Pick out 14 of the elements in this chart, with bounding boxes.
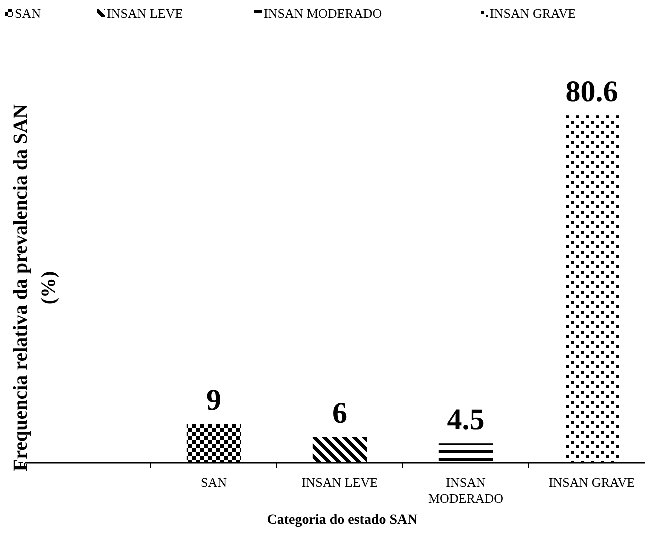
data-label: 80.6 xyxy=(566,76,618,109)
legend-label: INSAN LEVE xyxy=(107,6,184,21)
legend-label: SAN xyxy=(15,6,42,21)
data-label: 9 xyxy=(206,384,222,418)
x-tick-label: INSAN LEVE xyxy=(302,475,378,490)
x-tick-label: SAN xyxy=(200,475,228,490)
legend-label: INSAN GRAVE xyxy=(490,6,576,21)
x-tick-label: INSAN MODERADO xyxy=(428,475,504,506)
legend-label: INSAN MODERADO xyxy=(264,6,382,21)
x-tick-label: INSAN GRAVE xyxy=(548,475,636,490)
data-label: 6 xyxy=(332,397,348,430)
data-label: 4.5 xyxy=(447,404,485,437)
y-axis-title: Frequencia relativa da prevalencia da SAN (%) xyxy=(10,104,60,472)
x-axis-title: Categoria do estado SAN xyxy=(267,513,418,528)
